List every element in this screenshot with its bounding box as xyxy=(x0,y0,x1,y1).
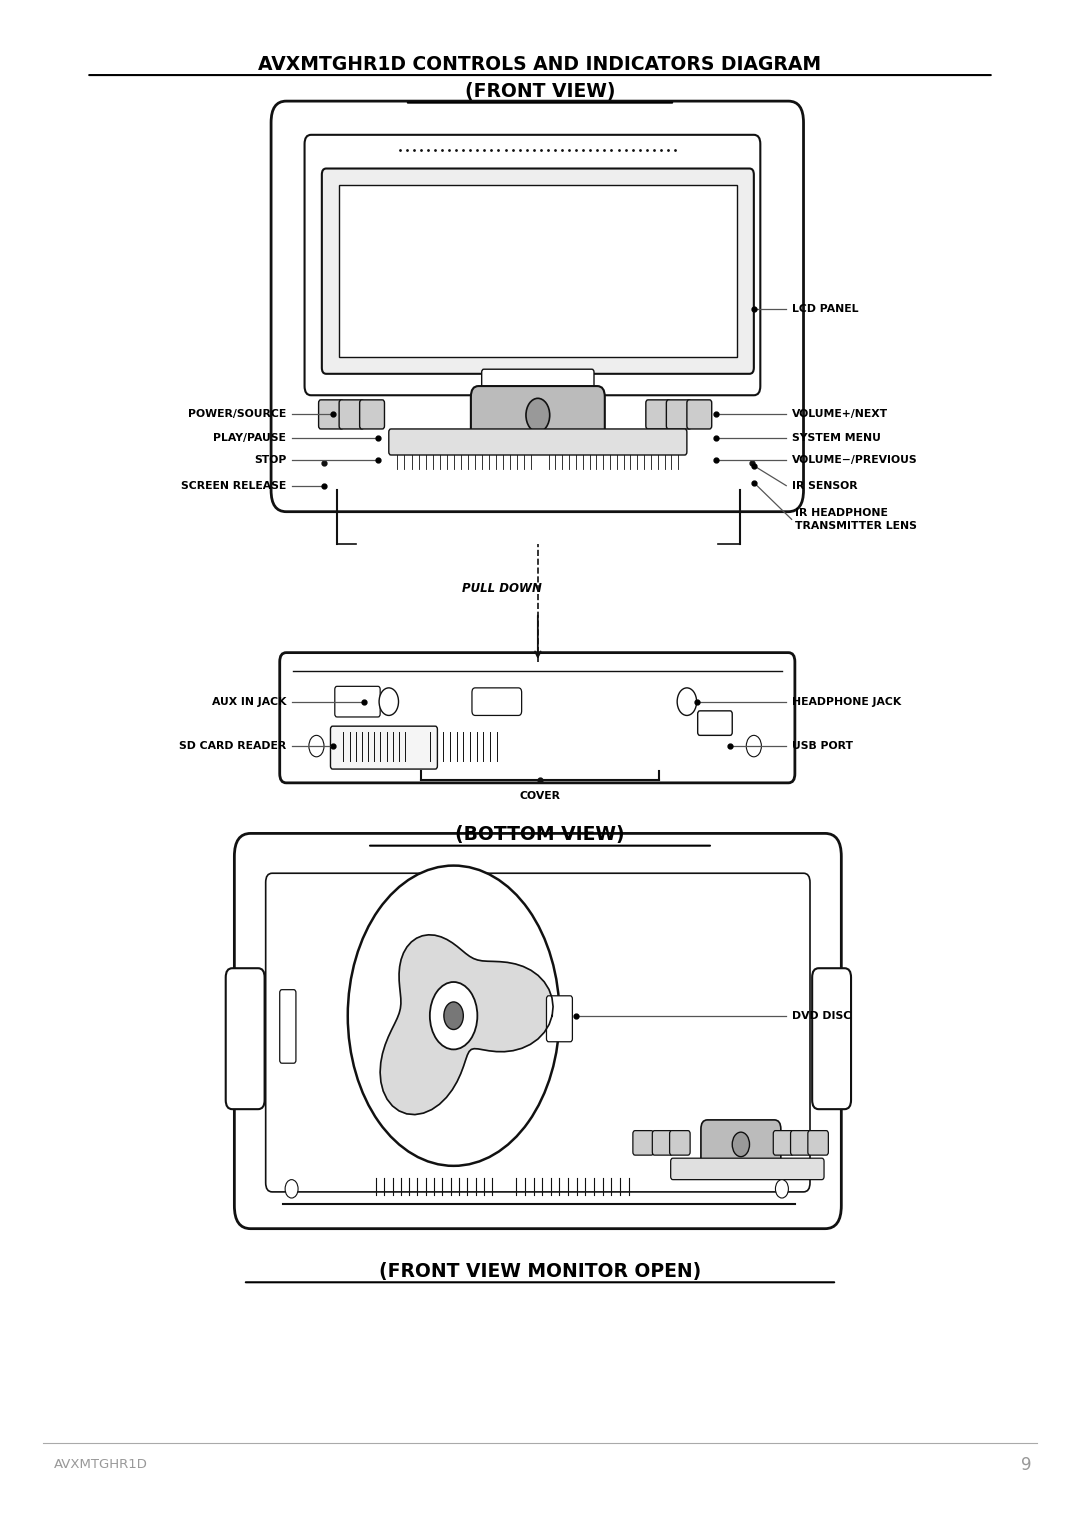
Circle shape xyxy=(379,688,399,715)
Circle shape xyxy=(526,398,550,432)
Circle shape xyxy=(677,688,697,715)
Circle shape xyxy=(430,982,477,1049)
Text: PLAY/PAUSE: PLAY/PAUSE xyxy=(214,434,286,443)
Text: (FRONT VIEW MONITOR OPEN): (FRONT VIEW MONITOR OPEN) xyxy=(379,1262,701,1281)
FancyBboxPatch shape xyxy=(280,990,296,1063)
FancyBboxPatch shape xyxy=(335,686,380,717)
Text: IR HEADPHONE
TRANSMITTER LENS: IR HEADPHONE TRANSMITTER LENS xyxy=(795,509,917,530)
FancyBboxPatch shape xyxy=(687,400,712,429)
FancyBboxPatch shape xyxy=(360,400,384,429)
Text: VOLUME−/PREVIOUS: VOLUME−/PREVIOUS xyxy=(792,455,917,464)
Text: COVER: COVER xyxy=(519,791,561,801)
FancyBboxPatch shape xyxy=(791,1131,811,1155)
FancyBboxPatch shape xyxy=(670,1131,690,1155)
Text: DVD DISC: DVD DISC xyxy=(792,1011,851,1020)
FancyBboxPatch shape xyxy=(698,711,732,735)
Circle shape xyxy=(746,735,761,757)
FancyBboxPatch shape xyxy=(633,1131,653,1155)
FancyBboxPatch shape xyxy=(812,968,851,1109)
FancyBboxPatch shape xyxy=(646,400,671,429)
FancyBboxPatch shape xyxy=(482,369,594,395)
Circle shape xyxy=(309,735,324,757)
Text: USB PORT: USB PORT xyxy=(792,741,852,751)
Text: STOP: STOP xyxy=(254,455,286,464)
Text: SD CARD READER: SD CARD READER xyxy=(179,741,286,751)
FancyBboxPatch shape xyxy=(271,101,804,512)
FancyBboxPatch shape xyxy=(330,726,437,769)
Circle shape xyxy=(285,1180,298,1198)
Text: SYSTEM MENU: SYSTEM MENU xyxy=(792,434,880,443)
Text: AVXMTGHR1D: AVXMTGHR1D xyxy=(54,1458,148,1471)
Text: AUX IN JACK: AUX IN JACK xyxy=(212,697,286,706)
FancyBboxPatch shape xyxy=(339,185,737,357)
Polygon shape xyxy=(380,935,553,1115)
FancyBboxPatch shape xyxy=(471,386,605,444)
Circle shape xyxy=(348,866,559,1166)
FancyBboxPatch shape xyxy=(319,400,343,429)
FancyBboxPatch shape xyxy=(226,968,265,1109)
FancyBboxPatch shape xyxy=(389,429,687,455)
Text: 9: 9 xyxy=(1021,1455,1031,1474)
Text: AVXMTGHR1D CONTROLS AND INDICATORS DIAGRAM: AVXMTGHR1D CONTROLS AND INDICATORS DIAGR… xyxy=(258,55,822,74)
FancyBboxPatch shape xyxy=(322,169,754,374)
Text: (FRONT VIEW): (FRONT VIEW) xyxy=(464,83,616,101)
Text: VOLUME+/NEXT: VOLUME+/NEXT xyxy=(792,409,888,418)
FancyBboxPatch shape xyxy=(652,1131,673,1155)
FancyBboxPatch shape xyxy=(671,1158,824,1180)
FancyBboxPatch shape xyxy=(266,873,810,1192)
FancyBboxPatch shape xyxy=(472,688,522,715)
FancyBboxPatch shape xyxy=(773,1131,794,1155)
Circle shape xyxy=(444,1002,463,1030)
Text: (BOTTOM VIEW): (BOTTOM VIEW) xyxy=(455,826,625,844)
FancyBboxPatch shape xyxy=(339,400,364,429)
FancyBboxPatch shape xyxy=(280,653,795,783)
Text: POWER/SOURCE: POWER/SOURCE xyxy=(188,409,286,418)
FancyBboxPatch shape xyxy=(808,1131,828,1155)
Circle shape xyxy=(775,1180,788,1198)
FancyBboxPatch shape xyxy=(666,400,691,429)
Text: HEADPHONE JACK: HEADPHONE JACK xyxy=(792,697,901,706)
Text: SCREEN RELEASE: SCREEN RELEASE xyxy=(181,481,286,490)
Text: PULL DOWN: PULL DOWN xyxy=(462,582,542,594)
Circle shape xyxy=(732,1132,750,1157)
FancyBboxPatch shape xyxy=(305,135,760,395)
FancyBboxPatch shape xyxy=(234,833,841,1229)
Text: IR SENSOR: IR SENSOR xyxy=(792,481,858,490)
FancyBboxPatch shape xyxy=(546,996,572,1042)
Text: LCD PANEL: LCD PANEL xyxy=(792,305,859,314)
FancyBboxPatch shape xyxy=(701,1120,781,1167)
